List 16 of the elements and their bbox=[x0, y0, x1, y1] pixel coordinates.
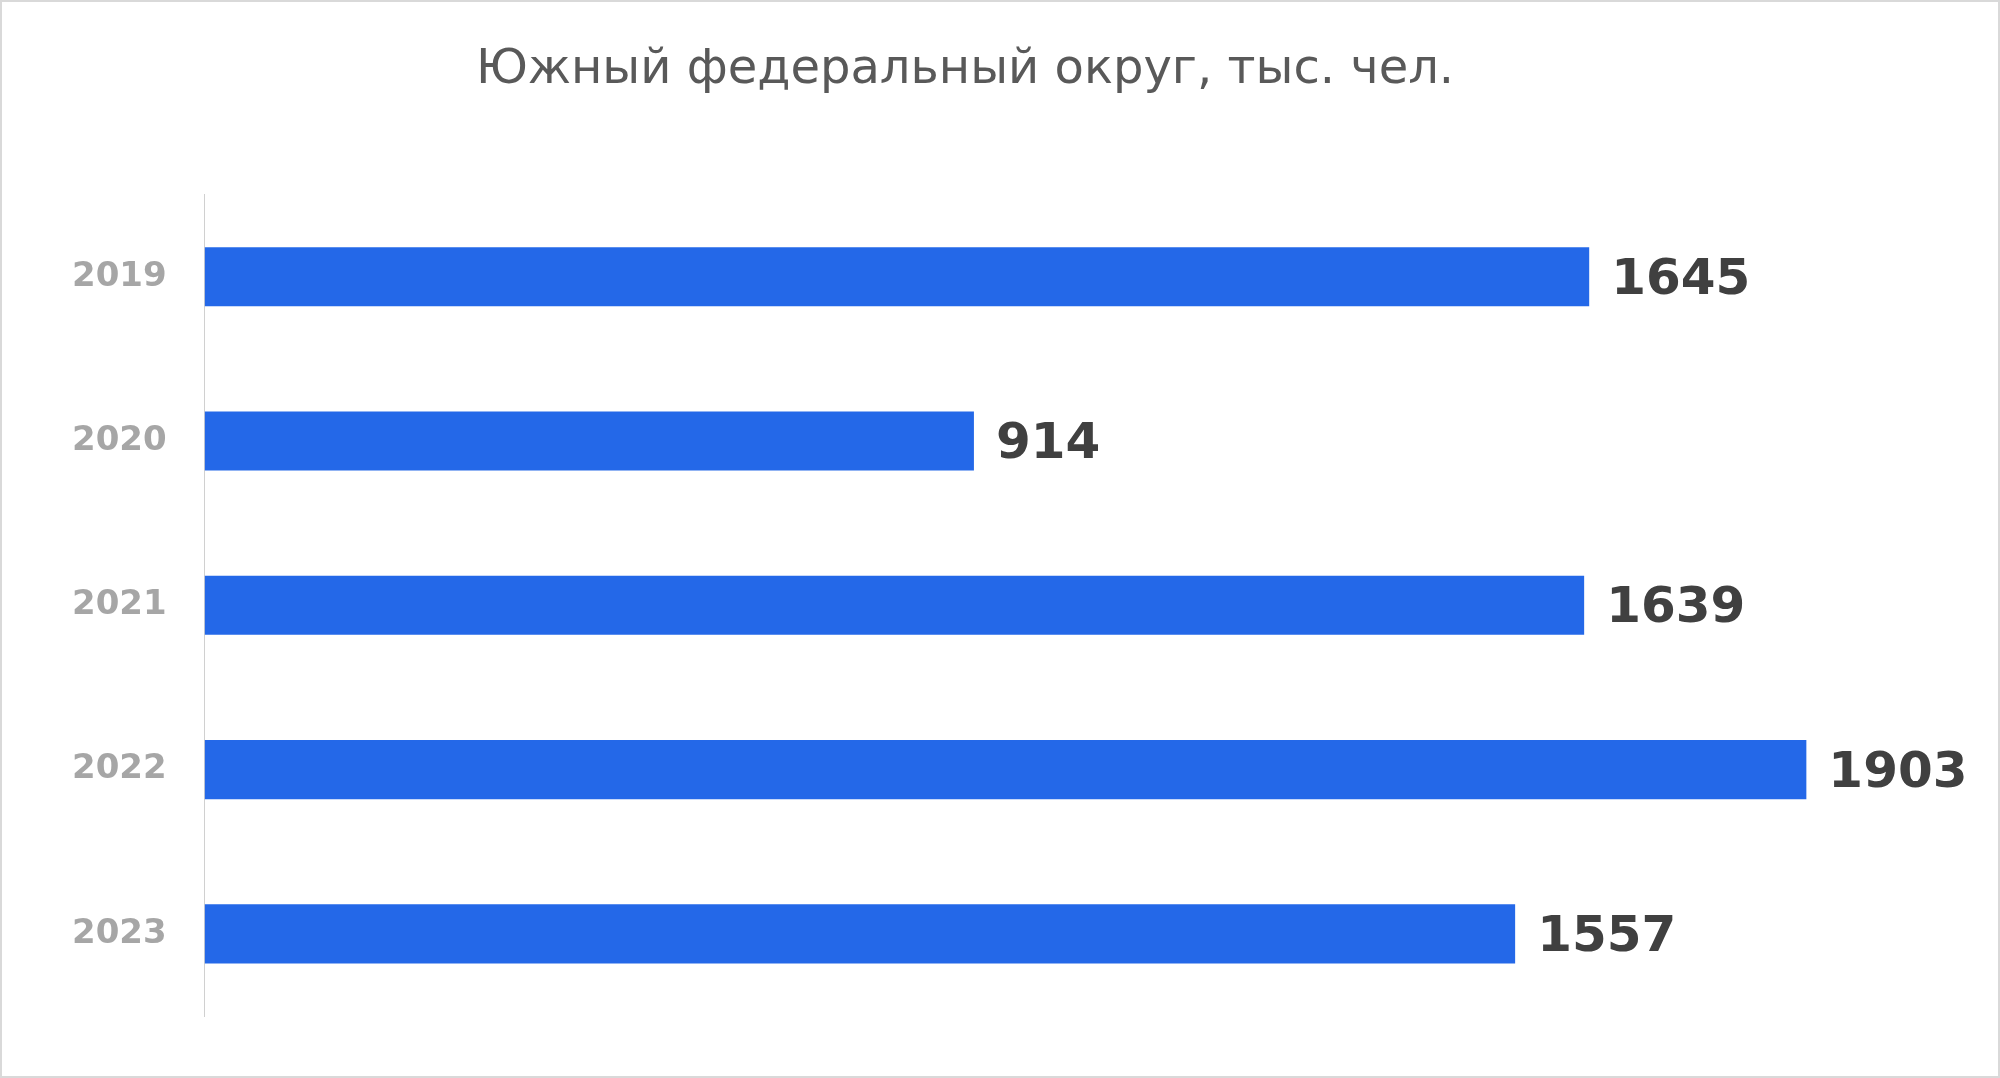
y-tick-label: 2019 bbox=[71, 253, 167, 294]
data-label: 1645 bbox=[1611, 247, 1751, 306]
y-tick-label: 2020 bbox=[71, 417, 167, 458]
bar bbox=[204, 740, 1807, 800]
bar bbox=[204, 247, 1590, 307]
data-label: 914 bbox=[995, 412, 1101, 470]
data-label: 1557 bbox=[1537, 904, 1677, 963]
y-tick-label: 2021 bbox=[71, 582, 167, 623]
data-label: 1903 bbox=[1828, 740, 1968, 799]
bar bbox=[204, 411, 974, 471]
y-tick-label: 2022 bbox=[71, 746, 167, 787]
y-tick-label: 2023 bbox=[71, 910, 167, 951]
data-label: 1639 bbox=[1606, 576, 1746, 635]
bar bbox=[204, 575, 1585, 635]
bar bbox=[204, 904, 1516, 964]
chart-title: Южный федеральный округ, тыс. чел. bbox=[475, 38, 1455, 95]
